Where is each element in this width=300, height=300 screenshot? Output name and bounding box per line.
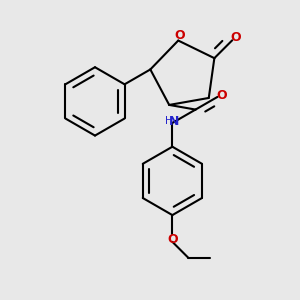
Text: O: O xyxy=(174,29,185,42)
Text: H: H xyxy=(165,116,173,126)
Text: N: N xyxy=(169,115,179,128)
Text: O: O xyxy=(216,89,227,102)
Text: O: O xyxy=(230,32,241,44)
Text: O: O xyxy=(167,233,178,246)
